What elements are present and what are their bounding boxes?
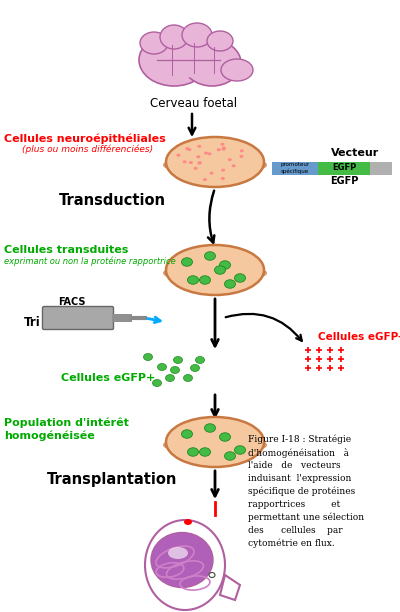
Ellipse shape (144, 354, 152, 360)
Ellipse shape (197, 162, 201, 165)
Ellipse shape (183, 40, 241, 86)
Ellipse shape (224, 452, 236, 460)
Text: permettant une sélection: permettant une sélection (248, 513, 364, 523)
Ellipse shape (151, 532, 213, 588)
Text: l'aide   de   vecteurs: l'aide de vecteurs (248, 461, 341, 470)
Ellipse shape (194, 167, 198, 170)
Text: Transplantation: Transplantation (47, 472, 177, 487)
Text: (plus ou moins différenciées): (plus ou moins différenciées) (22, 145, 153, 154)
Text: promoteur
spécifique: promoteur spécifique (280, 162, 310, 174)
Ellipse shape (222, 146, 226, 149)
Text: Cellules eGFP-: Cellules eGFP- (318, 332, 400, 342)
Ellipse shape (214, 266, 226, 274)
Text: Transduction: Transduction (58, 193, 166, 208)
Text: Population d'intérêt
homogénéisée: Population d'intérêt homogénéisée (4, 418, 129, 441)
Ellipse shape (164, 42, 220, 78)
Text: EGFP: EGFP (332, 163, 356, 173)
Ellipse shape (234, 274, 246, 282)
Ellipse shape (189, 161, 193, 164)
Ellipse shape (166, 417, 264, 467)
Text: Tri: Tri (24, 316, 41, 329)
Ellipse shape (228, 158, 232, 161)
Ellipse shape (160, 25, 188, 49)
Ellipse shape (221, 59, 253, 81)
Text: rapportrices         et: rapportrices et (248, 500, 340, 509)
Ellipse shape (166, 137, 264, 187)
Text: Cellules transduites: Cellules transduites (4, 245, 128, 255)
Ellipse shape (234, 446, 246, 454)
Ellipse shape (221, 177, 225, 180)
Text: Cellules neuroépithéliales: Cellules neuroépithéliales (4, 133, 166, 143)
Ellipse shape (140, 32, 168, 54)
Text: EGFP: EGFP (330, 176, 358, 186)
Ellipse shape (209, 572, 215, 578)
Text: exprimant ou non la protéine rapportrice: exprimant ou non la protéine rapportrice (4, 257, 176, 266)
Ellipse shape (240, 149, 244, 152)
Ellipse shape (220, 433, 230, 441)
Ellipse shape (197, 145, 201, 148)
FancyBboxPatch shape (272, 162, 318, 175)
Ellipse shape (217, 148, 221, 151)
Ellipse shape (168, 547, 188, 559)
Ellipse shape (204, 252, 216, 260)
Text: d'homogénéisation   à: d'homogénéisation à (248, 448, 349, 458)
Ellipse shape (220, 261, 230, 269)
Ellipse shape (208, 152, 212, 155)
FancyBboxPatch shape (318, 162, 370, 175)
Text: Figure I-18 : Stratégie: Figure I-18 : Stratégie (248, 435, 351, 444)
Ellipse shape (210, 171, 214, 174)
Ellipse shape (221, 169, 225, 171)
FancyBboxPatch shape (42, 307, 114, 329)
Ellipse shape (224, 280, 236, 288)
Ellipse shape (174, 357, 182, 364)
Ellipse shape (163, 435, 267, 455)
Ellipse shape (240, 155, 244, 158)
Ellipse shape (196, 155, 200, 159)
Ellipse shape (203, 178, 207, 181)
Ellipse shape (145, 520, 225, 610)
FancyBboxPatch shape (272, 162, 318, 175)
Text: Cerveau foetal: Cerveau foetal (150, 97, 238, 110)
Ellipse shape (163, 263, 267, 283)
Ellipse shape (200, 276, 210, 284)
Text: Vecteur: Vecteur (331, 148, 379, 158)
Ellipse shape (188, 448, 198, 457)
Ellipse shape (190, 365, 200, 371)
Ellipse shape (166, 375, 174, 381)
Ellipse shape (200, 448, 210, 457)
Ellipse shape (184, 375, 192, 381)
Text: spécifique de protéines: spécifique de protéines (248, 487, 355, 496)
Ellipse shape (139, 34, 209, 86)
Ellipse shape (163, 155, 267, 175)
Ellipse shape (183, 160, 187, 163)
Ellipse shape (170, 367, 180, 373)
Text: Cellules eGFP+: Cellules eGFP+ (61, 373, 155, 383)
Ellipse shape (184, 519, 192, 525)
Polygon shape (220, 575, 240, 600)
Ellipse shape (152, 379, 162, 387)
Ellipse shape (198, 162, 202, 164)
Ellipse shape (196, 357, 204, 364)
Ellipse shape (185, 147, 189, 150)
Ellipse shape (222, 147, 226, 151)
Ellipse shape (220, 143, 224, 146)
Ellipse shape (182, 430, 192, 438)
Ellipse shape (182, 23, 212, 47)
Ellipse shape (204, 424, 216, 432)
Ellipse shape (204, 152, 208, 155)
Ellipse shape (207, 31, 233, 51)
Ellipse shape (232, 165, 236, 167)
Text: des      cellules    par: des cellules par (248, 526, 343, 535)
Text: cytométrie en flux.: cytométrie en flux. (248, 539, 335, 548)
Ellipse shape (188, 148, 192, 151)
Text: induisant  l'expression: induisant l'expression (248, 474, 351, 483)
FancyBboxPatch shape (112, 314, 132, 322)
Ellipse shape (188, 276, 198, 284)
Ellipse shape (158, 364, 166, 370)
Ellipse shape (182, 258, 192, 266)
Ellipse shape (176, 154, 180, 157)
Text: FACS: FACS (58, 297, 86, 307)
FancyBboxPatch shape (370, 162, 392, 175)
Ellipse shape (166, 245, 264, 295)
